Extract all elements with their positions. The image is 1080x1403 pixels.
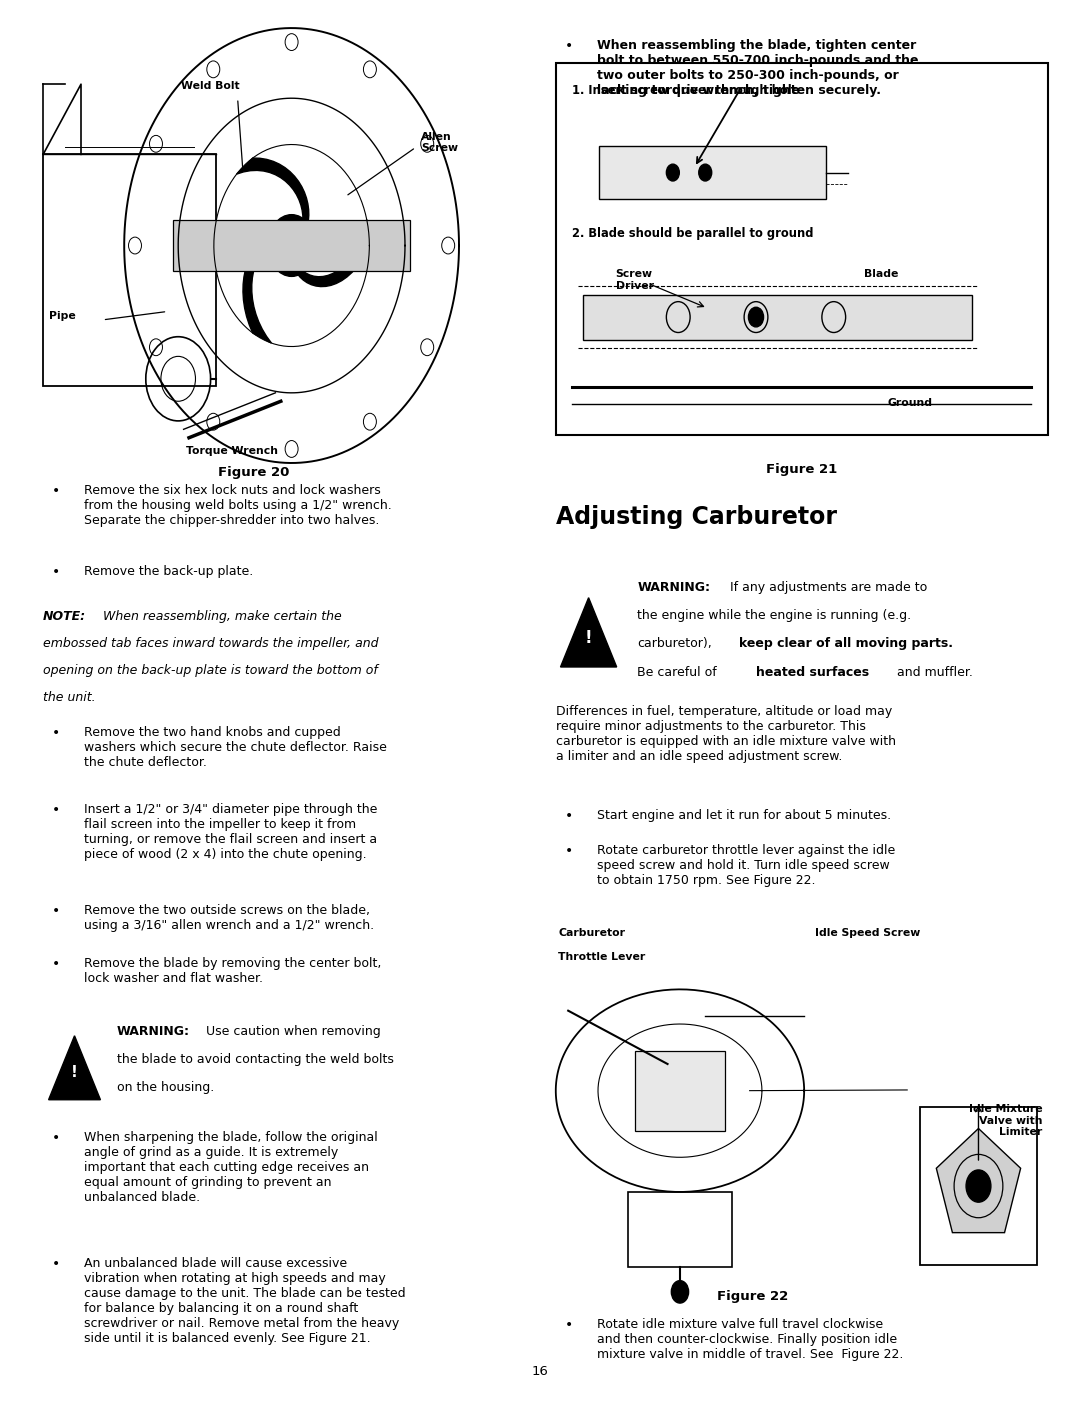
- Text: When sharpening the blade, follow the original
angle of grind as a guide. It is : When sharpening the blade, follow the or…: [84, 1131, 378, 1204]
- Text: Rotate idle mixture valve full travel clockwise
and then counter-clockwise. Fina: Rotate idle mixture valve full travel cl…: [597, 1317, 904, 1361]
- Text: carburetor),: carburetor),: [637, 637, 712, 651]
- Text: Remove the two hand knobs and cupped
washers which secure the chute deflector. R: Remove the two hand knobs and cupped was…: [84, 725, 387, 769]
- Text: •: •: [52, 957, 60, 971]
- Text: !: !: [584, 629, 593, 647]
- Bar: [556, 63, 1048, 435]
- Text: Start engine and let it run for about 5 minutes.: Start engine and let it run for about 5 …: [597, 808, 891, 822]
- Text: Remove the two outside screws on the blade,
using a 3/16" allen wrench and a 1/2: Remove the two outside screws on the bla…: [84, 904, 375, 932]
- Text: keep clear of all moving parts.: keep clear of all moving parts.: [739, 637, 953, 651]
- Text: 16: 16: [531, 1365, 549, 1378]
- Text: Pipe: Pipe: [49, 310, 76, 321]
- Polygon shape: [936, 1128, 1021, 1233]
- Text: NOTE:: NOTE:: [43, 610, 86, 623]
- Text: Figure 20: Figure 20: [218, 466, 289, 478]
- Text: Weld Bolt: Weld Bolt: [181, 81, 240, 91]
- Text: the engine while the engine is running (e.g.: the engine while the engine is running (…: [637, 609, 912, 622]
- Text: Rotate carburetor throttle lever against the idle
speed screw and hold it. Turn : Rotate carburetor throttle lever against…: [597, 843, 895, 887]
- Text: WARNING:: WARNING:: [117, 1024, 190, 1038]
- Text: 1. Insert screw driver through hole: 1. Insert screw driver through hole: [572, 84, 800, 97]
- Text: Idle Speed Screw: Idle Speed Screw: [815, 927, 920, 939]
- Text: Be careful of: Be careful of: [637, 665, 717, 679]
- Text: Figure 22: Figure 22: [717, 1289, 788, 1303]
- Bar: [43, 154, 216, 386]
- Circle shape: [268, 215, 315, 276]
- Text: Remove the blade by removing the center bolt,
lock washer and flat washer.: Remove the blade by removing the center …: [84, 957, 381, 985]
- Text: on the housing.: on the housing.: [117, 1080, 214, 1094]
- Text: the unit.: the unit.: [43, 692, 96, 704]
- Text: If any adjustments are made to: If any adjustments are made to: [726, 581, 927, 593]
- Text: embossed tab faces inward towards the impeller, and: embossed tab faces inward towards the im…: [43, 637, 379, 651]
- Text: •: •: [52, 1257, 60, 1271]
- Polygon shape: [292, 219, 369, 286]
- Text: Remove the six hex lock nuts and lock washers
from the housing weld bolts using : Remove the six hex lock nuts and lock wa…: [84, 484, 392, 528]
- Text: Adjusting Carburetor: Adjusting Carburetor: [556, 505, 837, 529]
- Circle shape: [699, 164, 712, 181]
- Text: Carburetor: Carburetor: [558, 927, 625, 939]
- Circle shape: [967, 1170, 990, 1202]
- Text: Insert a 1/2" or 3/4" diameter pipe through the
flail screen into the impeller t: Insert a 1/2" or 3/4" diameter pipe thro…: [84, 803, 378, 861]
- Text: WARNING:: WARNING:: [637, 581, 711, 593]
- Text: Idle Mixture
Valve with
Limiter: Idle Mixture Valve with Limiter: [969, 1104, 1042, 1138]
- Bar: [635, 1051, 725, 1131]
- Text: heated surfaces: heated surfaces: [756, 665, 869, 679]
- Text: opening on the back-up plate is toward the bottom of: opening on the back-up plate is toward t…: [43, 665, 378, 678]
- Text: 2. Blade should be parallel to ground: 2. Blade should be parallel to ground: [572, 227, 814, 240]
- Text: Blade: Blade: [864, 269, 899, 279]
- Text: •: •: [52, 1131, 60, 1145]
- Text: •: •: [565, 808, 573, 822]
- Text: When reassembling the blade, tighten center
bolt to between 550-700 inch-pounds : When reassembling the blade, tighten cen…: [597, 39, 919, 97]
- Text: •: •: [565, 843, 573, 857]
- Text: Screw
Driver: Screw Driver: [616, 269, 653, 290]
- Text: •: •: [565, 1317, 573, 1331]
- Text: Throttle Lever: Throttle Lever: [558, 953, 646, 962]
- Text: •: •: [52, 484, 60, 498]
- Text: •: •: [52, 904, 60, 918]
- Circle shape: [666, 164, 679, 181]
- Polygon shape: [561, 598, 617, 666]
- Text: Figure 21: Figure 21: [767, 463, 837, 476]
- Text: Use caution when removing: Use caution when removing: [202, 1024, 381, 1038]
- Text: An unbalanced blade will cause excessive
vibration when rotating at high speeds : An unbalanced blade will cause excessive…: [84, 1257, 406, 1345]
- Circle shape: [748, 307, 764, 327]
- Polygon shape: [243, 237, 282, 344]
- Text: •: •: [52, 803, 60, 817]
- Circle shape: [672, 1281, 689, 1303]
- Text: the blade to avoid contacting the weld bolts: the blade to avoid contacting the weld b…: [117, 1052, 393, 1066]
- Text: Ground: Ground: [888, 398, 932, 408]
- Text: AE: AE: [973, 1170, 984, 1179]
- Polygon shape: [49, 1035, 100, 1100]
- Circle shape: [279, 229, 305, 262]
- Bar: [627, 1193, 732, 1267]
- Text: Remove the back-up plate.: Remove the back-up plate.: [84, 565, 254, 578]
- Text: When reassembling, make certain the: When reassembling, make certain the: [99, 610, 342, 623]
- Polygon shape: [237, 159, 309, 239]
- Text: •: •: [52, 725, 60, 739]
- Text: Torque Wrench: Torque Wrench: [186, 446, 279, 456]
- Bar: [583, 295, 972, 340]
- Bar: [599, 146, 826, 199]
- Text: and muffler.: and muffler.: [893, 665, 973, 679]
- Text: •: •: [52, 565, 60, 579]
- Text: •: •: [565, 39, 573, 53]
- Bar: [173, 220, 410, 271]
- Bar: [920, 1107, 1037, 1264]
- Text: Differences in fuel, temperature, altitude or load may
require minor adjustments: Differences in fuel, temperature, altitu…: [556, 704, 896, 763]
- Text: Allen
Screw: Allen Screw: [421, 132, 458, 153]
- Text: !: !: [71, 1065, 78, 1080]
